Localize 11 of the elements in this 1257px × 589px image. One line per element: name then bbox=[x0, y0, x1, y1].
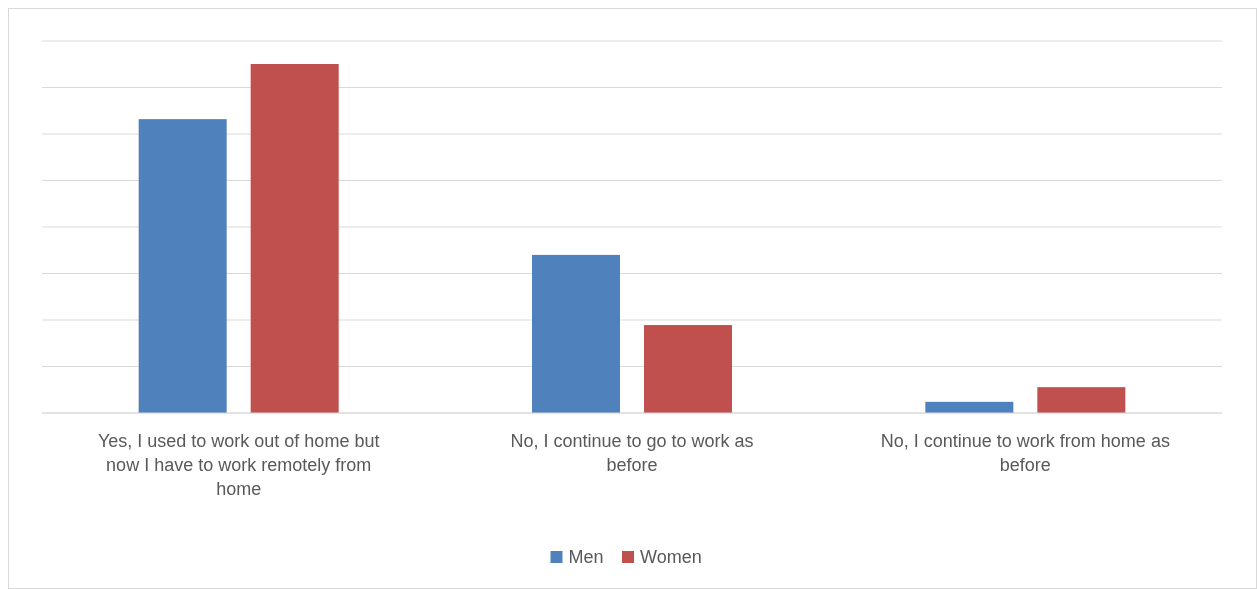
bar bbox=[925, 401, 1014, 413]
legend-label: Women bbox=[640, 547, 702, 567]
bar bbox=[532, 254, 620, 413]
x-tick-label: Yes, I used to work out of home but now I have to work remotely from home bbox=[97, 431, 380, 499]
bar bbox=[138, 119, 227, 413]
bar bbox=[250, 64, 339, 413]
x-tick-label: No, I continue to work from home as before bbox=[880, 431, 1170, 475]
x-tick-label: No, I continue to go to work as before bbox=[510, 431, 754, 475]
bar bbox=[644, 325, 732, 413]
legend-label: Men bbox=[568, 547, 604, 567]
bar bbox=[1037, 387, 1126, 413]
